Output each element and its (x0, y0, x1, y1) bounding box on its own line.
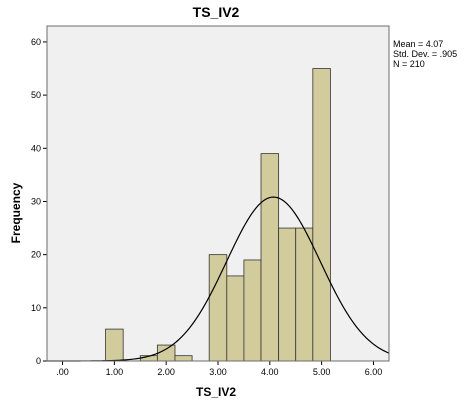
stats-line: Mean = 4.07 (393, 39, 443, 49)
y-axis-ticks: 0 10 20 30 40 50 60 (31, 37, 47, 366)
x-axis-ticks: .00 1.00 2.00 3.00 4.00 5.00 6.00 (56, 361, 382, 377)
y-tick-label: 0 (36, 356, 41, 366)
histogram-bar-3 (174, 355, 193, 362)
x-tick-label: 4.00 (261, 367, 279, 377)
chart-title: TS_IV2 (193, 4, 240, 20)
histogram-bar-7 (260, 153, 280, 362)
x-tick-label: .00 (56, 367, 69, 377)
x-tick-label: 6.00 (365, 367, 383, 377)
histogram-bar-10 (312, 68, 331, 362)
y-tick-label: 40 (31, 143, 41, 153)
histogram-bar-6 (243, 259, 262, 362)
plot-frame (46, 25, 390, 362)
y-tick-label: 30 (31, 196, 41, 206)
y-tick-label: 60 (31, 37, 41, 47)
bars-group (105, 68, 331, 362)
histogram-bar-4 (208, 254, 228, 362)
histogram-bar-9 (295, 227, 314, 362)
histogram-bar-5 (226, 275, 245, 362)
y-tick-label: 20 (31, 250, 41, 260)
stats-line: N = 210 (393, 59, 425, 69)
y-axis-label: Frequency (9, 182, 23, 243)
y-tick-label: 50 (31, 90, 41, 100)
x-tick-label: 1.00 (106, 367, 124, 377)
histogram-bar-2 (156, 344, 176, 362)
histogram-bar-0 (105, 328, 124, 362)
x-tick-label: 5.00 (313, 367, 331, 377)
stats-line: Std. Dev. = .905 (393, 49, 457, 59)
y-tick-label: 10 (31, 303, 41, 313)
x-tick-label: 3.00 (209, 367, 227, 377)
histogram-bar-8 (278, 227, 297, 362)
x-tick-label: 2.00 (157, 367, 175, 377)
x-axis-label: TS_IV2 (196, 385, 236, 399)
